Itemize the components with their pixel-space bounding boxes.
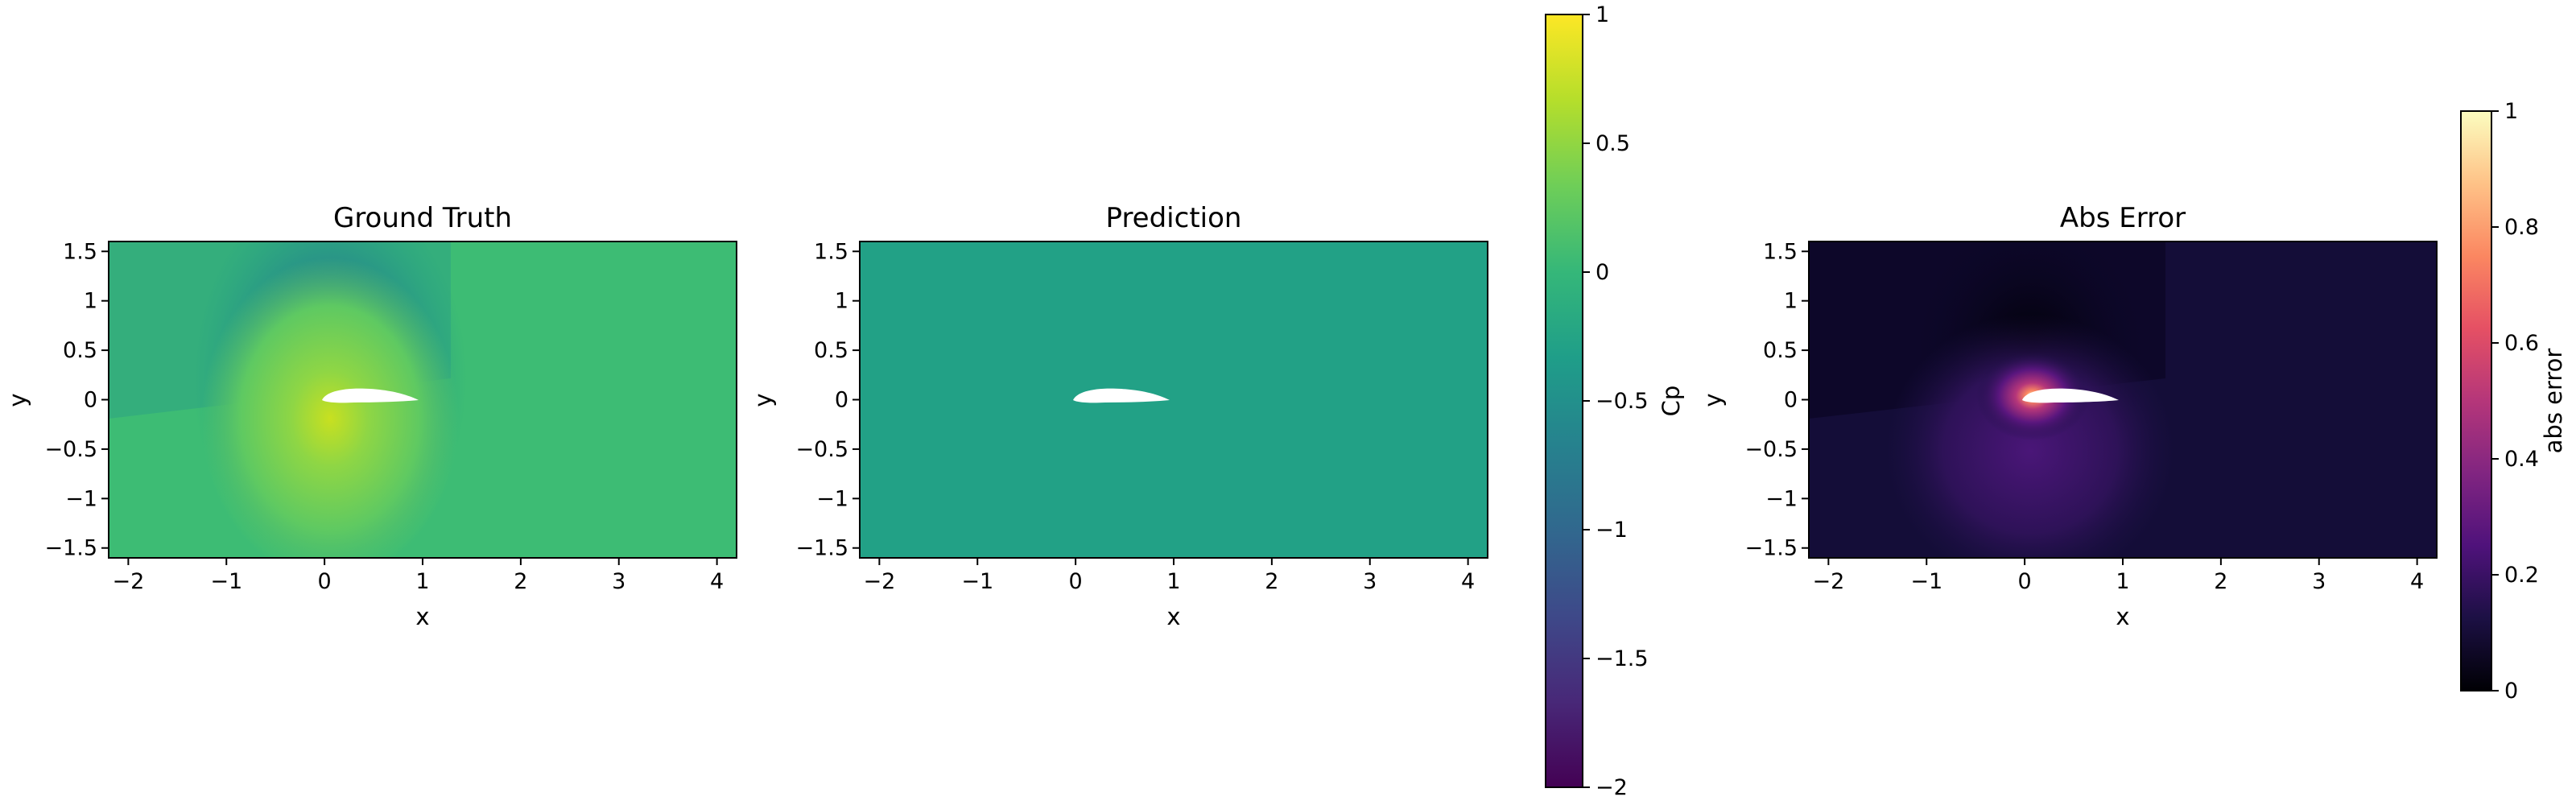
abs-error-title: Abs Error (2060, 202, 2186, 234)
cp-colorbar-tick-label: −0.5 (1596, 389, 1649, 414)
prediction-heatmap (860, 242, 1488, 558)
airfoil-shape (2022, 388, 2119, 403)
abs-error-xtick-label: 3 (2312, 569, 2326, 594)
abs-error-xtick-label: −1 (1910, 569, 1942, 594)
abs-error-colorbar-tick-label: 1 (2504, 99, 2518, 124)
abs-error-xtick-label: 4 (2410, 569, 2424, 594)
prediction-xtick-label: 2 (1265, 569, 1278, 594)
prediction-ytick-label: −0.5 (795, 437, 848, 462)
abs-error-ytick-label: −0.5 (1744, 437, 1798, 462)
cp-colorbar-tick-label: 0.5 (1596, 131, 1630, 156)
prediction-xtick-label: −2 (863, 569, 895, 594)
prediction-ytick-label: 0.5 (814, 338, 848, 363)
prediction-title: Prediction (1106, 202, 1242, 234)
cp-colorbar-tick-label: 0 (1596, 260, 1609, 285)
ground-truth-xtick-label: 2 (514, 569, 527, 594)
abs-error-colorbar-tick-label: 0.8 (2504, 215, 2539, 240)
ground-truth-ytick-label: 1 (84, 289, 97, 314)
abs-error-xtick-label: −2 (1812, 569, 1844, 594)
abs-error-ytick-label: 1 (1784, 289, 1798, 314)
ground-truth-xtick-label: 4 (710, 569, 724, 594)
prediction-ytick-label: 1.5 (814, 239, 848, 264)
abs-error-colorbar-tick-label: 0.2 (2504, 563, 2539, 588)
prediction-ytick-label: −1.5 (795, 536, 848, 561)
prediction-xtick-label: 4 (1461, 569, 1475, 594)
cp-colorbar-label: Cp (1657, 386, 1685, 417)
abs-error-ytick-label: 0 (1784, 388, 1798, 413)
prediction-panel: −2 −1 0 1 2 3 4 1.5 1 0.5 0 −0.5 −1 −1.5 Prediction x… (749, 202, 1488, 630)
ground-truth-xtick-label: −2 (112, 569, 144, 594)
airfoil-shape (322, 388, 419, 403)
abs-error-xtick-label: 2 (2214, 569, 2227, 594)
cp-colorbar-tick-label: −1.5 (1596, 646, 1649, 671)
abs-error-colorbar-label: abs error (2540, 349, 2567, 454)
cp-colorbar-tick-label: 1 (1596, 2, 1609, 27)
abs-error-colorbar-tick-label: 0 (2504, 679, 2518, 704)
ground-truth-xtick-label: −1 (210, 569, 242, 594)
ground-truth-ytick-label: −0.5 (44, 437, 97, 462)
prediction-xlabel: x (1166, 603, 1180, 630)
ground-truth-xlabel: x (415, 603, 429, 630)
abs-error-heatmap (1809, 242, 2437, 558)
abs-error-ytick-label: −1.5 (1744, 536, 1798, 561)
ground-truth-ytick-label: 0 (84, 388, 97, 413)
abs-error-colorbar: 1 0.8 0.6 0.4 0.2 0 abs error (2460, 99, 2567, 704)
ground-truth-ytick-label: −1 (65, 486, 97, 511)
ground-truth-xtick-label: 1 (415, 569, 429, 594)
ground-truth-title: Ground Truth (333, 202, 512, 234)
abs-error-colorbar-gradient (2460, 110, 2492, 691)
prediction-ytick-label: 1 (835, 289, 848, 314)
ground-truth-xtick-label: 0 (318, 569, 332, 594)
abs-error-xtick-label: 0 (2018, 569, 2032, 594)
ground-truth-xtick-label: 3 (612, 569, 625, 594)
abs-error-panel: −2 −1 0 1 2 3 41.510.50−0.5−1−1.5 Abs Error x … (1699, 202, 2438, 630)
prediction-xtick-label: 1 (1166, 569, 1180, 594)
prediction-xtick-label: −1 (961, 569, 993, 594)
airfoil-shape (1073, 388, 1170, 403)
ground-truth-ytick-label: 0.5 (63, 338, 97, 363)
cp-colorbar: 1 0.5 0 −0.5 −1 −1.5 −2 Cp (1545, 2, 1685, 800)
prediction-ytick-label: 0 (835, 388, 848, 413)
prediction-xtick-label: 3 (1363, 569, 1377, 594)
prediction-ytick-label: −1 (816, 486, 848, 511)
abs-error-xlabel: x (2116, 603, 2129, 630)
ground-truth-ytick-label: 1.5 (63, 239, 97, 264)
ground-truth-ytick-label: −1.5 (44, 536, 97, 561)
abs-error-ytick-label: 0.5 (1763, 338, 1798, 363)
cp-colorbar-tick-label: −2 (1596, 775, 1628, 800)
ground-truth-panel: −2 −1 0 1 2 3 4 1.5 1 0.5 0 −0.5 −1 −1.5 Ground Truth… (4, 202, 737, 630)
ground-truth-ylabel: y (4, 393, 31, 407)
abs-error-ytick-label: 1.5 (1763, 239, 1798, 264)
prediction-ylabel: y (749, 393, 777, 407)
abs-error-xtick-label: 1 (2116, 569, 2129, 594)
prediction-xtick-label: 0 (1069, 569, 1083, 594)
abs-error-colorbar-tick-label: 0.4 (2504, 447, 2539, 472)
abs-error-colorbar-tick-label: 0.6 (2504, 331, 2539, 356)
cp-colorbar-gradient (1545, 14, 1583, 788)
ground-truth-heatmap (109, 242, 737, 558)
abs-error-ytick-label: −1 (1765, 486, 1798, 511)
abs-error-ylabel: y (1699, 393, 1727, 407)
cp-colorbar-tick-label: −1 (1596, 518, 1628, 543)
